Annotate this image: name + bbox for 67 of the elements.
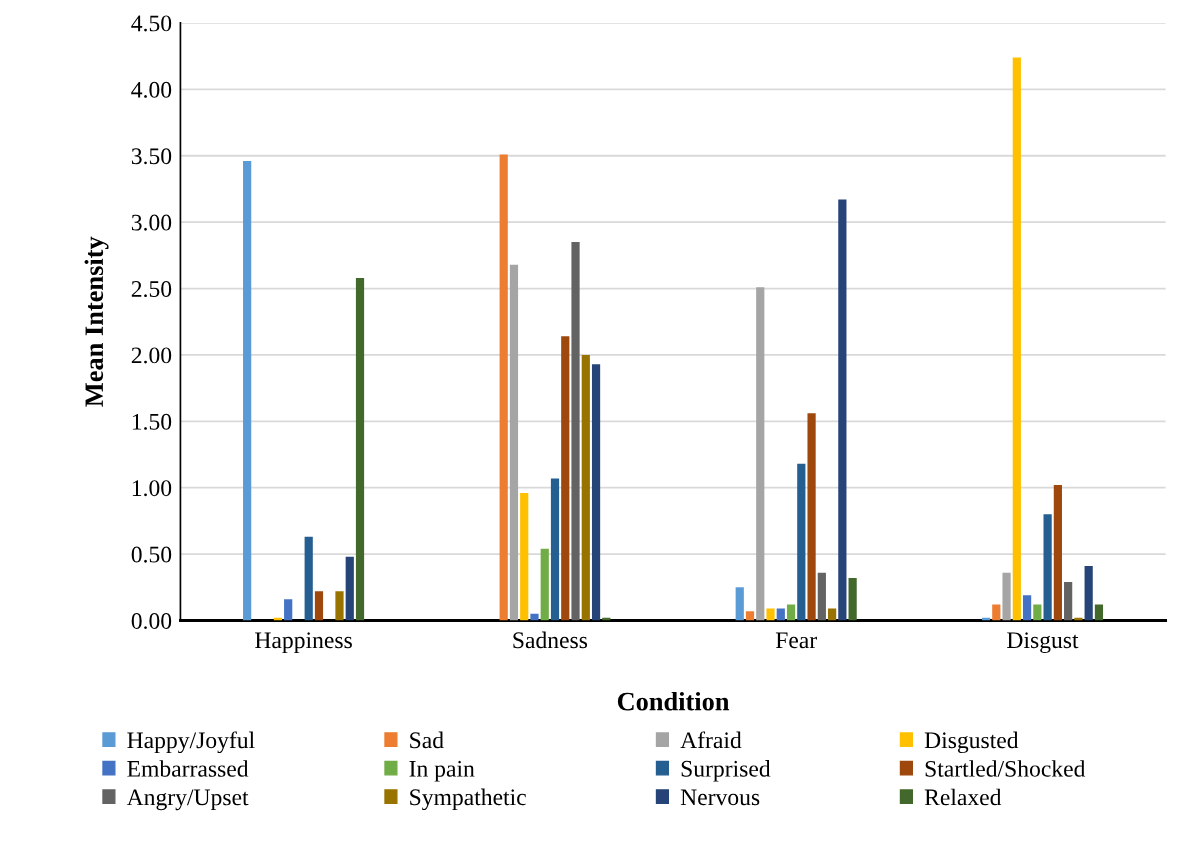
bar [1022, 595, 1032, 621]
bar [345, 556, 354, 621]
legend-label: Afraid [680, 731, 742, 749]
bar [499, 154, 508, 621]
bar [766, 608, 775, 621]
legend-label: Sympathetic [410, 788, 526, 811]
legend-label: Disgusted [924, 731, 1019, 754]
bar [827, 608, 837, 621]
y-tick-label: 4.00 [131, 81, 172, 98]
bar [786, 604, 796, 621]
bar [1084, 566, 1093, 621]
bar [509, 264, 519, 621]
legend-label: Embarrassed [127, 760, 249, 777]
x-tick-label: Sadness [513, 631, 588, 649]
bar [520, 493, 529, 621]
y-tick-label: 0.00 [131, 612, 172, 630]
bar [581, 354, 590, 621]
bar [1043, 514, 1052, 621]
bar [1002, 572, 1011, 621]
bar [335, 591, 344, 621]
y-tick-label: 1.00 [132, 480, 172, 497]
bar [735, 587, 744, 621]
bar [284, 599, 293, 621]
bar [243, 161, 252, 621]
x-axis-title: Condition [617, 691, 730, 711]
y-axis-title: Mean Intensity [84, 236, 109, 407]
bar [530, 613, 539, 621]
legend-label: Sad [410, 731, 444, 749]
bar [1033, 604, 1042, 621]
bar [550, 478, 560, 621]
bar [776, 608, 785, 621]
bar [992, 604, 1001, 621]
y-tick-label: 2.50 [131, 281, 172, 298]
bar [838, 199, 847, 621]
bar [571, 242, 580, 621]
bar [1012, 57, 1021, 621]
legend-label: Angry/Upset [126, 789, 249, 811]
bar [848, 578, 857, 621]
bar [355, 277, 365, 621]
legend-label: Happy/Joyful [127, 731, 255, 754]
bar [1094, 604, 1104, 621]
y-tick-label: 4.50 [131, 15, 172, 32]
bar [561, 336, 570, 621]
bar [756, 287, 765, 621]
x-tick-label: Disgust [1007, 632, 1079, 654]
legend-label: Startled/Shocked [925, 760, 1086, 777]
bar [1053, 485, 1062, 621]
legend-label: Surprised [681, 760, 771, 782]
legend-label: Relaxed [924, 788, 1002, 806]
bar [1064, 581, 1073, 621]
bar [807, 413, 816, 621]
y-tick-label: 3.00 [131, 214, 172, 231]
y-tick-label: 1.50 [132, 413, 172, 430]
bar [797, 463, 806, 621]
bar [540, 548, 549, 621]
bar [817, 572, 826, 621]
bar [304, 536, 313, 621]
bar [591, 364, 601, 621]
x-tick-label: Happiness [255, 632, 352, 654]
x-tick-label: Fear [775, 632, 817, 649]
y-tick-label: 2.00 [131, 347, 172, 364]
bar [745, 611, 755, 621]
legend-label: Nervous [680, 789, 760, 806]
bar [314, 591, 324, 621]
y-tick-label: 3.50 [131, 148, 172, 165]
y-tick-label: 0.50 [131, 546, 172, 563]
legend-label: In pain [409, 760, 475, 782]
